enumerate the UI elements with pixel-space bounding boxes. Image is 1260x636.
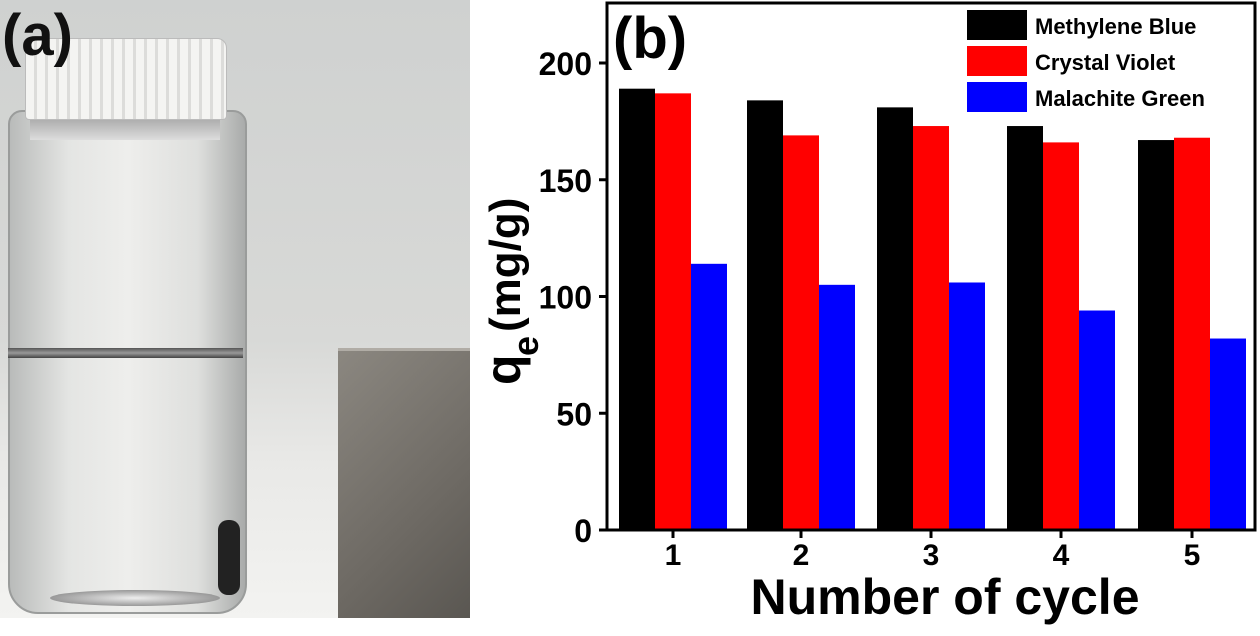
glass-vial [8,110,247,614]
x-tick-label: 1 [665,539,682,572]
legend-swatch [967,10,1027,40]
magnet-block [338,348,470,618]
bar-methylene-blue-cycle-2 [747,100,783,531]
bar-malachite-green-cycle-2 [819,284,855,530]
legend-label: Malachite Green [1035,86,1205,111]
bar-crystal-violet-cycle-5 [1174,137,1210,530]
magnetic-deposit [218,520,240,595]
y-axis-label: q e (mg/g) [475,198,546,385]
bar-methylene-blue-cycle-1 [619,88,655,530]
bar-methylene-blue-cycle-4 [1007,126,1043,531]
x-tick-label: 3 [923,539,940,572]
y-tick-label: 0 [574,513,592,549]
bar-methylene-blue-cycle-3 [877,107,913,531]
y-tick-label: 100 [539,280,592,316]
panel-a-label: (a) [2,3,73,68]
vial-photo: (a) [0,0,470,618]
y-axis-label-main: q [475,354,531,385]
bar-chart: 0 50 100 150 200 1 2 3 4 5 (b) Methylene Blue Cry… [470,0,1260,631]
x-tick-label: 4 [1053,539,1070,572]
bar-crystal-violet-cycle-2 [783,135,819,530]
y-tick-label: 150 [539,163,592,199]
y-axis-label-unit: (mg/g) [481,198,530,332]
legend-label: Crystal Violet [1035,50,1176,75]
sediment [50,590,220,606]
bar-malachite-green-cycle-5 [1210,338,1246,530]
y-tick-label: 50 [556,396,592,432]
y-axis-label-sub: e [505,336,546,356]
bar-malachite-green-cycle-1 [691,263,727,530]
bar-crystal-violet-cycle-1 [655,93,691,530]
legend-swatch [967,46,1027,76]
x-axis-label: Number of cycle [750,569,1139,625]
y-tick-label: 200 [539,46,592,82]
bar-crystal-violet-cycle-3 [913,126,949,531]
x-tick-label: 5 [1184,539,1201,572]
bar-methylene-blue-cycle-5 [1138,140,1174,530]
bar-crystal-violet-cycle-4 [1043,142,1079,530]
liquid-meniscus [8,348,243,358]
bar-malachite-green-cycle-4 [1079,310,1115,530]
vial-neck [30,118,220,140]
legend-swatch [967,82,1027,112]
bar-malachite-green-cycle-3 [949,282,985,530]
chart-svg: 0 50 100 150 200 1 2 3 4 5 (b) Methylene Blue Cry… [475,1,1257,625]
legend-label: Methylene Blue [1035,14,1196,39]
x-tick-label: 2 [793,539,810,572]
vial-cap [25,38,227,120]
panel-b-label: (b) [613,6,687,71]
